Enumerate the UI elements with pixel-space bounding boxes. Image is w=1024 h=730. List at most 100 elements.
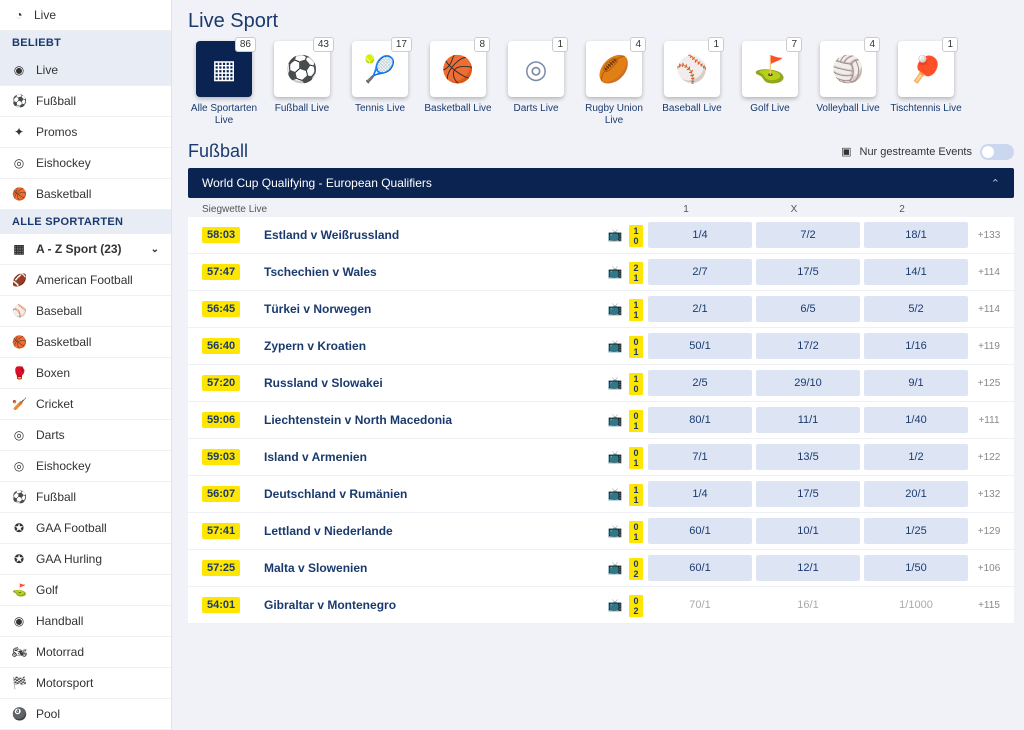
match-name[interactable]: Estland v Weißrussland [258,228,604,242]
odd-1[interactable]: 2/7 [648,259,752,285]
odd-x[interactable]: 17/5 [756,481,860,507]
sidebar-item-icon: ◎ [12,428,26,442]
sport-tile[interactable]: 43⚽Fußball Live [266,41,338,127]
odd-2[interactable]: 18/1 [864,222,968,248]
sport-tile[interactable]: 4🏐Volleyball Live [812,41,884,127]
odd-1[interactable]: 2/5 [648,370,752,396]
more-markets[interactable]: +133 [970,230,1014,241]
sidebar-item[interactable]: 🏁Motorsport [0,668,171,699]
stream-icon[interactable]: 📺 [604,265,626,279]
match-name[interactable]: Malta v Slowenien [258,561,604,575]
odd-x[interactable]: 13/5 [756,444,860,470]
sidebar-item[interactable]: ▦A - Z Sport (23)⌄ [0,234,171,265]
odd-x[interactable]: 7/2 [756,222,860,248]
stream-icon[interactable]: 📺 [604,524,626,538]
more-markets[interactable]: +106 [970,563,1014,574]
odd-x[interactable]: 29/10 [756,370,860,396]
odd-2[interactable]: 9/1 [864,370,968,396]
streamed-toggle[interactable] [980,144,1014,160]
match-name[interactable]: Liechtenstein v North Macedonia [258,413,604,427]
odd-2[interactable]: 14/1 [864,259,968,285]
sidebar-item[interactable]: ✪GAA Football [0,513,171,544]
odd-2[interactable]: 1/50 [864,555,968,581]
sidebar-item[interactable]: ◉Live [0,55,171,86]
match-name[interactable]: Tschechien v Wales [258,265,604,279]
match-name[interactable]: Zypern v Kroatien [258,339,604,353]
odd-x[interactable]: 17/2 [756,333,860,359]
sidebar-item[interactable]: 🏍Motorrad [0,637,171,668]
more-markets[interactable]: +119 [970,341,1014,352]
more-markets[interactable]: +114 [970,267,1014,278]
sidebar-item[interactable]: 🏏Cricket [0,389,171,420]
sport-tile[interactable]: 86▦Alle Sportarten Live [188,41,260,127]
tile-icon: 🏀 [442,54,474,85]
sport-tile[interactable]: 4🏉Rugby Union Live [578,41,650,127]
sidebar-item[interactable]: 🎱Pool [0,699,171,730]
more-markets[interactable]: +111 [970,415,1014,426]
match-name[interactable]: Russland v Slowakei [258,376,604,390]
odd-2[interactable]: 1/2 [864,444,968,470]
odd-1[interactable]: 50/1 [648,333,752,359]
stream-icon[interactable]: 📺 [604,450,626,464]
stream-icon[interactable]: 📺 [604,339,626,353]
odd-2[interactable]: 1/16 [864,333,968,359]
stream-icon[interactable]: 📺 [604,561,626,575]
match-name[interactable]: Türkei v Norwegen [258,302,604,316]
sport-tile[interactable]: 1🏓Tischtennis Live [890,41,962,127]
sidebar-item[interactable]: ⚽Fußball [0,86,171,117]
more-markets[interactable]: +125 [970,378,1014,389]
odd-x[interactable]: 12/1 [756,555,860,581]
sidebar-item[interactable]: ◎Darts [0,420,171,451]
odd-1[interactable]: 1/4 [648,481,752,507]
odd-2[interactable]: 20/1 [864,481,968,507]
sport-tile[interactable]: 1⚾Baseball Live [656,41,728,127]
sidebar-item[interactable]: ◎Eishockey [0,451,171,482]
odd-1[interactable]: 60/1 [648,555,752,581]
sidebar-item[interactable]: ⚽Fußball [0,482,171,513]
more-markets[interactable]: +114 [970,304,1014,315]
sidebar-item[interactable]: 🥊Boxen [0,358,171,389]
odd-1[interactable]: 1/4 [648,222,752,248]
more-markets[interactable]: +132 [970,489,1014,500]
sidebar-item[interactable]: ⛳Golf [0,575,171,606]
sport-tile[interactable]: 17🎾Tennis Live [344,41,416,127]
odd-1[interactable]: 2/1 [648,296,752,322]
more-markets[interactable]: +129 [970,526,1014,537]
more-markets[interactable]: +122 [970,452,1014,463]
sidebar-item[interactable]: 🏀Basketball [0,179,171,210]
match-name[interactable]: Gibraltar v Montenegro [258,598,604,612]
sidebar-item[interactable]: 🏈American Football [0,265,171,296]
sport-tile[interactable]: 1◎Darts Live [500,41,572,127]
stream-icon[interactable]: 📺 [604,228,626,242]
odd-x[interactable]: 17/5 [756,259,860,285]
odd-2[interactable]: 1/25 [864,518,968,544]
sidebar-item[interactable]: ◎Eishockey [0,148,171,179]
odd-1[interactable]: 7/1 [648,444,752,470]
stream-icon[interactable]: 📺 [604,413,626,427]
competition-header[interactable]: World Cup Qualifying - European Qualifie… [188,168,1014,198]
tile-icon: 🏓 [910,54,942,85]
odd-x[interactable]: 10/1 [756,518,860,544]
stream-icon[interactable]: 📺 [604,376,626,390]
stream-icon[interactable]: 📺 [604,302,626,316]
sidebar-item[interactable]: ⚾Baseball [0,296,171,327]
sidebar-item[interactable]: ✪GAA Hurling [0,544,171,575]
sport-tile[interactable]: 8🏀Basketball Live [422,41,494,127]
stream-icon[interactable]: 📺 [604,487,626,501]
more-markets[interactable]: +115 [970,600,1014,611]
odd-1[interactable]: 80/1 [648,407,752,433]
sidebar-top-live[interactable]: ◔ Live [0,0,171,31]
odd-2[interactable]: 5/2 [864,296,968,322]
match-name[interactable]: Lettland v Niederlande [258,524,604,538]
stream-icon[interactable]: 📺 [604,598,626,612]
odd-x[interactable]: 6/5 [756,296,860,322]
odd-x[interactable]: 11/1 [756,407,860,433]
match-name[interactable]: Deutschland v Rumänien [258,487,604,501]
odd-2[interactable]: 1/40 [864,407,968,433]
sidebar-item[interactable]: 🏀Basketball [0,327,171,358]
match-name[interactable]: Island v Armenien [258,450,604,464]
sport-tile[interactable]: 7⛳Golf Live [734,41,806,127]
sidebar-item[interactable]: ◉Handball [0,606,171,637]
odd-1[interactable]: 60/1 [648,518,752,544]
sidebar-item[interactable]: ✦Promos [0,117,171,148]
